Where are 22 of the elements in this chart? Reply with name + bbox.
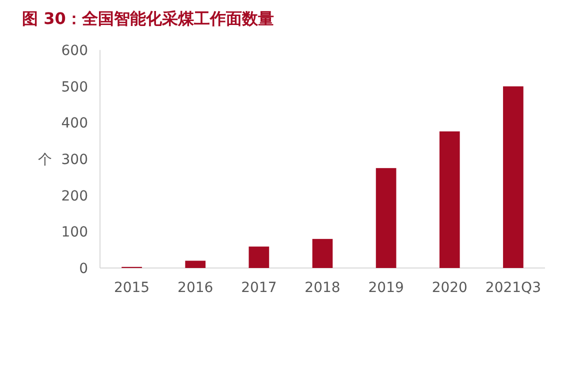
y-tick-label: 200: [61, 188, 88, 204]
y-axis-title: 个: [38, 152, 52, 168]
y-tick-label: 400: [61, 116, 88, 132]
bar: [376, 168, 396, 268]
y-tick-label: 0: [79, 261, 88, 277]
x-tick-label: 2019: [368, 280, 404, 296]
x-tick-label: 2018: [304, 280, 340, 296]
chart-title: 图 30：全国智能化采煤工作面数量: [22, 9, 274, 28]
y-tick-label: 600: [61, 43, 88, 59]
y-tick-label: 300: [61, 152, 88, 168]
bar: [185, 260, 206, 268]
bar: [503, 86, 524, 268]
x-tick-label: 2017: [241, 280, 277, 296]
bar: [312, 238, 333, 268]
x-tick-label: 2015: [114, 280, 150, 296]
x-tick-label: 2021Q3: [485, 280, 541, 296]
y-tick-label: 100: [61, 224, 88, 241]
bar: [248, 246, 270, 268]
x-tick-label: 2020: [432, 280, 468, 296]
x-tick-label: 2016: [178, 280, 214, 296]
bar: [439, 131, 460, 268]
y-tick-label: 500: [61, 79, 88, 96]
